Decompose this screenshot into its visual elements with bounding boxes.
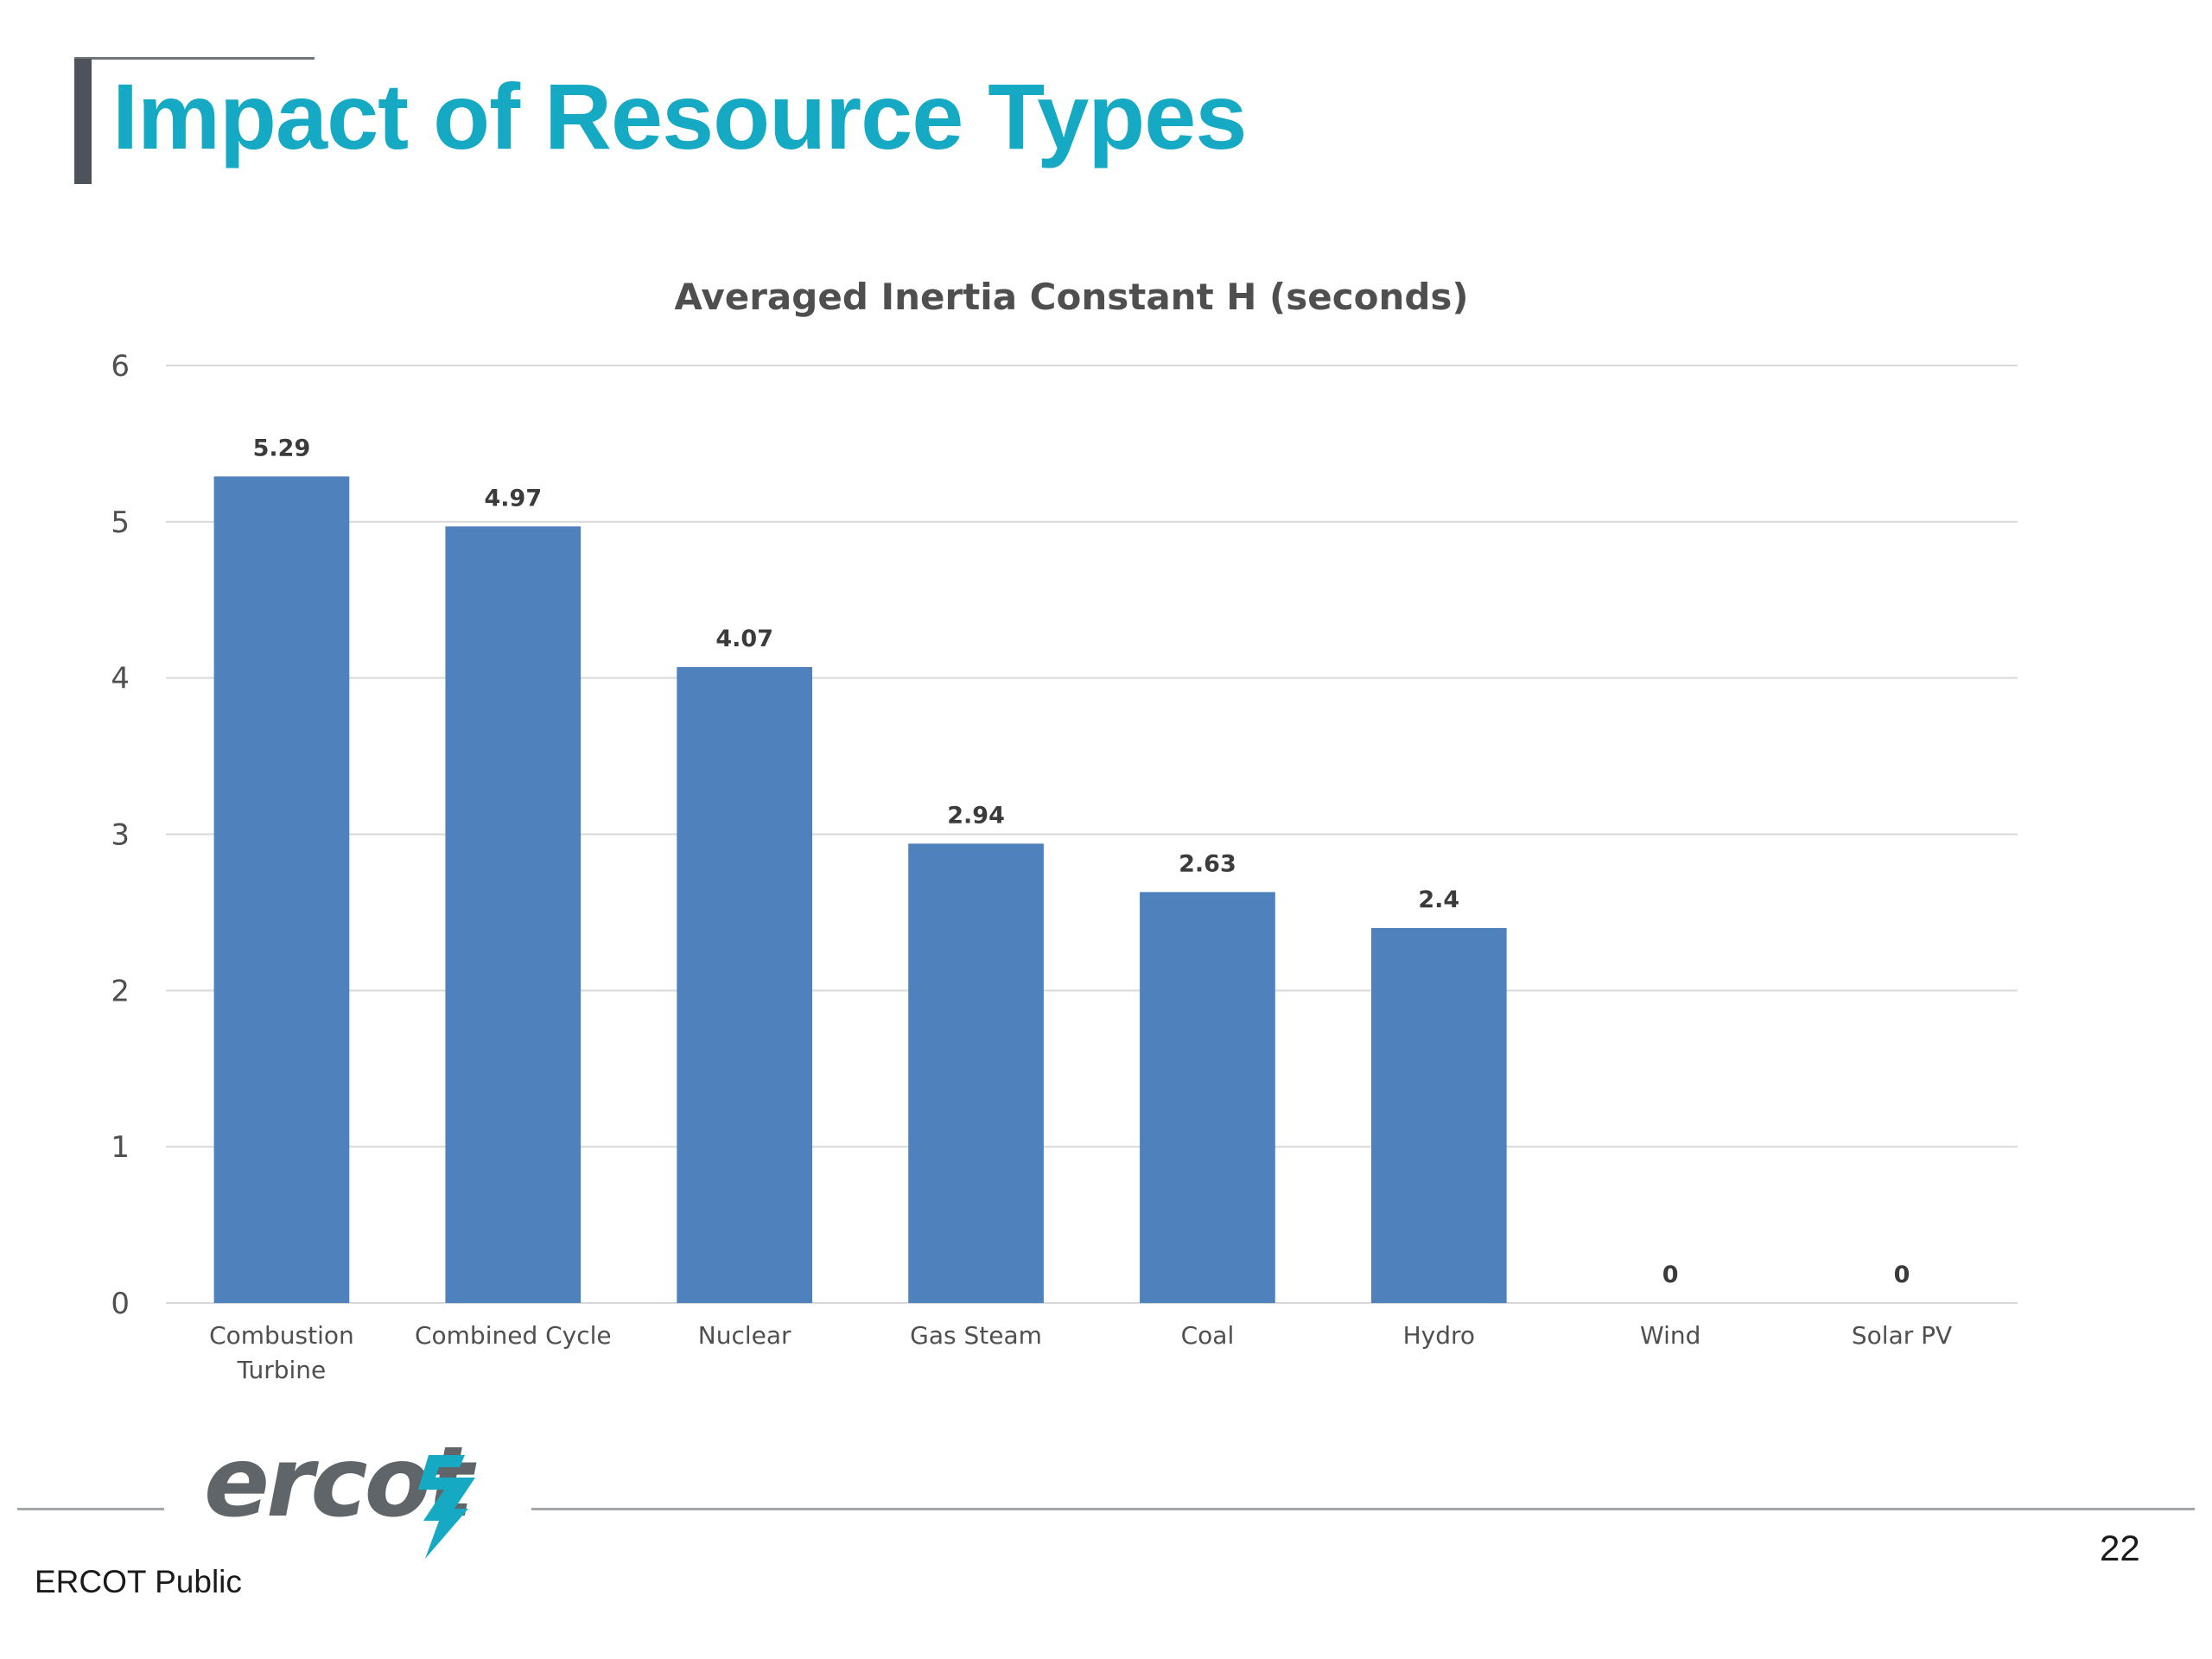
x-tick-label-line: Hydro <box>1403 1321 1475 1350</box>
x-tick-label-line: Combined Cycle <box>415 1321 612 1350</box>
chart-title: Averaged Inertia Constant H (seconds) <box>674 276 1468 318</box>
data-label: 5.29 <box>253 435 311 461</box>
data-label: 4.97 <box>485 485 543 512</box>
bar <box>213 476 350 1303</box>
ercot-lightning-icon <box>418 1455 475 1559</box>
x-tick-label-line: Wind <box>1640 1321 1700 1350</box>
x-tick-label-line: Turbine <box>237 1356 327 1384</box>
data-label: 4.07 <box>715 626 773 652</box>
y-tick-label: 5 <box>111 505 130 540</box>
data-label: 2.94 <box>947 802 1005 829</box>
y-tick-label: 1 <box>111 1130 130 1165</box>
bar <box>445 526 582 1303</box>
bar <box>1370 928 1507 1303</box>
page-number: 22 <box>2100 1528 2140 1568</box>
x-tick-label: Solar PV <box>1852 1321 1952 1350</box>
x-tick-label: Nuclear <box>698 1321 791 1350</box>
x-tick-label: Combustion Turbine <box>209 1321 354 1384</box>
y-tick-label: 3 <box>111 818 130 853</box>
title-accent-bar <box>74 59 92 184</box>
x-tick-label-line: Nuclear <box>698 1321 791 1350</box>
x-tick-label: Coal <box>1181 1321 1235 1350</box>
y-tick-label: 6 <box>111 349 130 384</box>
title-accent-line <box>74 57 315 60</box>
x-tick-label-line: Solar PV <box>1852 1321 1952 1350</box>
x-tick-label-line: Coal <box>1181 1321 1235 1350</box>
x-tick-label: Wind <box>1640 1321 1700 1350</box>
y-tick-label: 0 <box>111 1287 130 1321</box>
y-tick-label: 2 <box>111 974 130 1008</box>
footer-divider-right <box>531 1508 2195 1510</box>
data-label: 0 <box>1894 1262 1910 1288</box>
x-tick-label-line: Gas Steam <box>910 1321 1042 1350</box>
x-tick-label: Hydro <box>1403 1321 1475 1350</box>
slide-title: Impact of Resource Types <box>112 64 1247 168</box>
data-label: 0 <box>1662 1262 1679 1288</box>
x-tick-label: Gas Steam <box>910 1321 1042 1350</box>
data-label: 2.63 <box>1179 850 1236 877</box>
footer-divider-left <box>17 1508 164 1510</box>
bar <box>677 667 813 1303</box>
x-tick-label-line: Combustion <box>209 1321 354 1350</box>
bar <box>1140 892 1275 1303</box>
data-label: 2.4 <box>1418 887 1459 913</box>
x-tick-label: Combined Cycle <box>415 1321 612 1350</box>
bar <box>908 843 1044 1303</box>
footer-label: ERCOT Public <box>35 1564 242 1599</box>
y-tick-label: 4 <box>111 662 130 696</box>
